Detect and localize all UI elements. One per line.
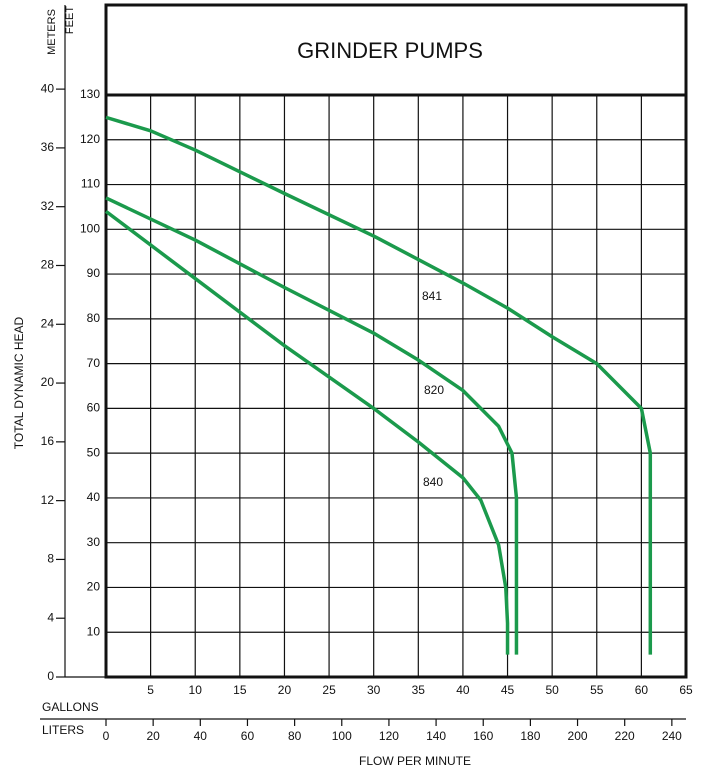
- x2-tick-label: 220: [615, 729, 635, 743]
- x2-tick-label: 80: [288, 729, 302, 743]
- y-tick-label: 80: [87, 311, 101, 325]
- x-tick-label: 30: [367, 683, 381, 697]
- x-tick-label: 60: [635, 683, 649, 697]
- y2-tick-label: 8: [47, 552, 54, 566]
- x2-tick-label: 240: [662, 729, 682, 743]
- x2-tick-label: 140: [426, 729, 446, 743]
- y-tick-label: 60: [87, 401, 101, 415]
- x2-tick-label: 60: [241, 729, 255, 743]
- x-tick-label: 65: [679, 683, 693, 697]
- y-tick-label: 50: [87, 445, 101, 459]
- x-tick-label: 35: [412, 683, 426, 697]
- y-tick-label: 70: [87, 356, 101, 370]
- y-tick-label: 120: [80, 132, 100, 146]
- y-tick-label: 90: [87, 266, 101, 280]
- x2-tick-label: 180: [520, 729, 540, 743]
- plot-frame: [104, 93, 688, 679]
- curve-label: 840: [423, 475, 443, 489]
- y-tick-label: 40: [87, 490, 101, 504]
- y-tick-label: 100: [80, 221, 100, 235]
- x-tick-label: 40: [456, 683, 470, 697]
- x-tick-label: 50: [545, 683, 559, 697]
- y2-tick-label: 36: [41, 140, 55, 154]
- y-tick-label: 20: [87, 580, 101, 594]
- y2-tick-label: 32: [41, 199, 55, 213]
- x-label: FLOW PER MINUTE: [359, 754, 471, 768]
- pump-curve: [105, 196, 519, 655]
- y-tick-label: 110: [81, 177, 100, 191]
- y2-tick-label: 12: [41, 493, 55, 507]
- y2-tick-label: 28: [41, 258, 55, 272]
- curve-label: 820: [424, 383, 444, 397]
- x2-tick-label: 160: [473, 729, 493, 743]
- x-tick-label: 45: [501, 683, 515, 697]
- y2-tick-label: 40: [41, 81, 55, 95]
- x2-tick-label: 120: [379, 729, 399, 743]
- x-tick-label: 10: [189, 683, 203, 697]
- chart-title: GRINDER PUMPS: [297, 38, 483, 63]
- x2-unit: LITERS: [42, 723, 84, 737]
- y-unit: FEET: [64, 6, 76, 34]
- x-tick-label: 15: [233, 683, 247, 697]
- x2-tick-label: 100: [332, 729, 352, 743]
- curve-label: 841: [422, 289, 442, 303]
- y2-tick-label: 0: [47, 669, 54, 683]
- x-tick-label: 5: [147, 683, 154, 697]
- y2-tick-label: 20: [41, 375, 55, 389]
- x-unit: GALLONS: [42, 700, 99, 714]
- y-label: TOTAL DYNAMIC HEAD: [12, 316, 26, 449]
- x2-tick-label: 40: [194, 729, 208, 743]
- y2-unit: METERS: [46, 9, 58, 55]
- x-tick-label: 25: [322, 683, 336, 697]
- x-tick-label: 20: [278, 683, 292, 697]
- x2-tick-label: 0: [103, 729, 110, 743]
- y-tick-label: 130: [80, 87, 100, 101]
- x2-tick-label: 200: [568, 729, 588, 743]
- y-tick-label: 30: [87, 535, 101, 549]
- y2-tick-label: 16: [41, 434, 55, 448]
- pump-curve: [105, 115, 653, 655]
- x2-tick-label: 20: [146, 729, 160, 743]
- y2-tick-label: 4: [47, 610, 54, 624]
- y-tick-label: 10: [87, 624, 101, 638]
- pump-curve: [104, 210, 510, 655]
- x-tick-label: 55: [590, 683, 604, 697]
- y2-tick-label: 24: [41, 316, 55, 330]
